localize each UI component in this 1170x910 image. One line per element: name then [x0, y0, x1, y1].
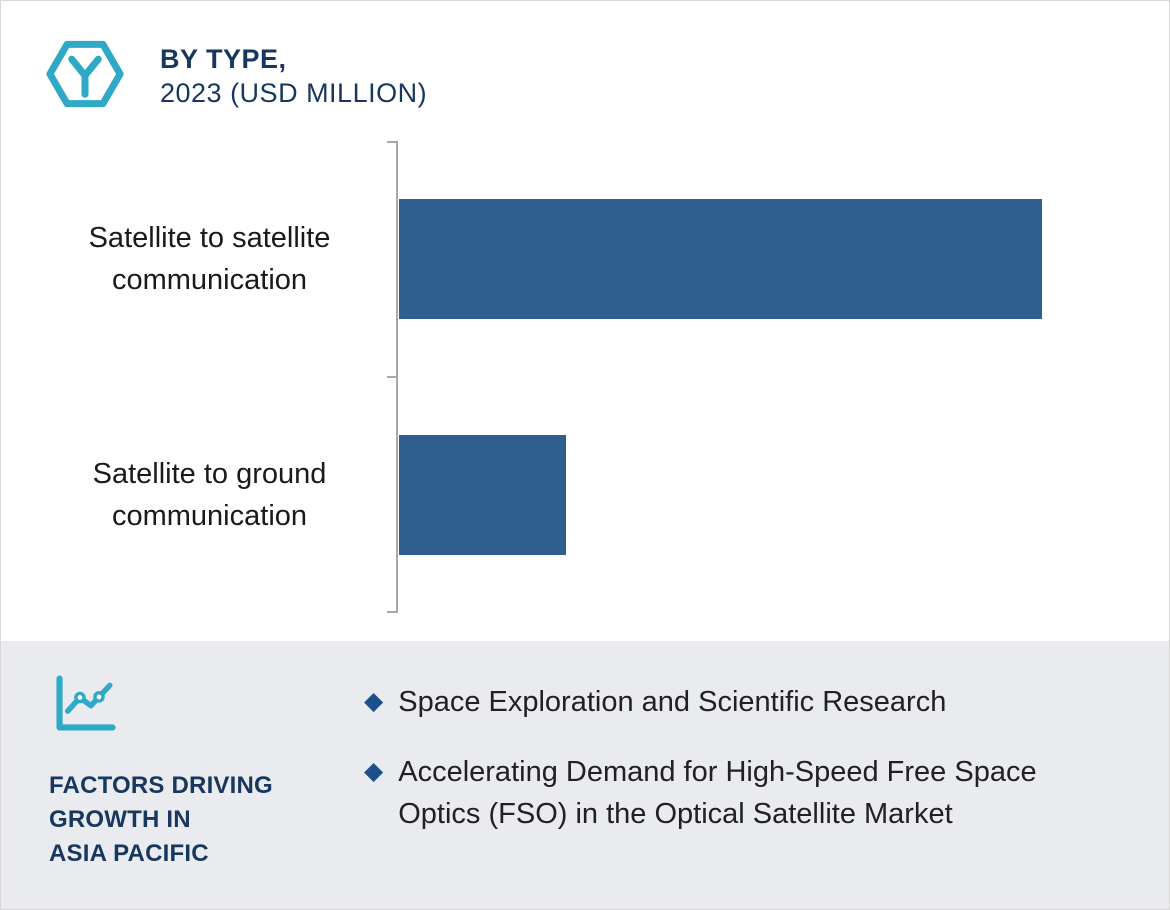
bar-chart: Satellite to satellite communication Sat…	[1, 141, 1139, 613]
bar-row: Satellite to ground communication	[1, 377, 1139, 613]
line-chart-icon	[49, 669, 314, 737]
axis-tick	[387, 376, 398, 378]
diamond-bullet-icon: ◆	[364, 687, 384, 715]
bar-track	[399, 435, 1139, 555]
hexagon-y-logo-icon	[46, 35, 124, 113]
factors-heading-line1: FACTORS DRIVING	[49, 772, 273, 799]
axis-tick	[387, 141, 398, 143]
bar-row: Satellite to satellite communication	[1, 141, 1139, 377]
chart-title-line1: BY TYPE,	[160, 44, 287, 74]
chart-title: BY TYPE, 2023 (USD MILLION)	[160, 35, 427, 111]
axis-tick	[387, 611, 398, 613]
list-item: ◆ Space Exploration and Scientific Resea…	[364, 681, 1129, 723]
chart-title-line2: 2023 (USD MILLION)	[160, 77, 428, 108]
factors-heading: FACTORS DRIVING GROWTH IN ASIA PACIFIC	[49, 769, 314, 871]
list-item: ◆ Accelerating Demand for High-Speed Fre…	[364, 751, 1129, 835]
factor-text: Accelerating Demand for High-Speed Free …	[398, 756, 1037, 831]
factor-text: Space Exploration and Scientific Researc…	[398, 686, 947, 718]
category-label-satellite-to-ground: Satellite to ground communication	[92, 457, 327, 532]
factors-heading-line2: GROWTH IN	[49, 806, 191, 834]
bar-satellite-to-ground	[399, 435, 567, 555]
diamond-bullet-icon: ◆	[364, 757, 384, 786]
factors-panel-left: FACTORS DRIVING GROWTH IN ASIA PACIFIC	[49, 669, 314, 909]
factors-panel: FACTORS DRIVING GROWTH IN ASIA PACIFIC ◆…	[1, 641, 1169, 909]
bar-track	[399, 199, 1139, 319]
chart-header: BY TYPE, 2023 (USD MILLION)	[1, 1, 1169, 113]
category-label-satellite-to-satellite: Satellite to satellite communication	[88, 221, 331, 296]
bar-satellite-to-satellite	[399, 199, 1043, 319]
factors-list: ◆ Space Exploration and Scientific Resea…	[314, 669, 1129, 909]
factors-heading-line3: ASIA PACIFIC	[49, 840, 209, 868]
